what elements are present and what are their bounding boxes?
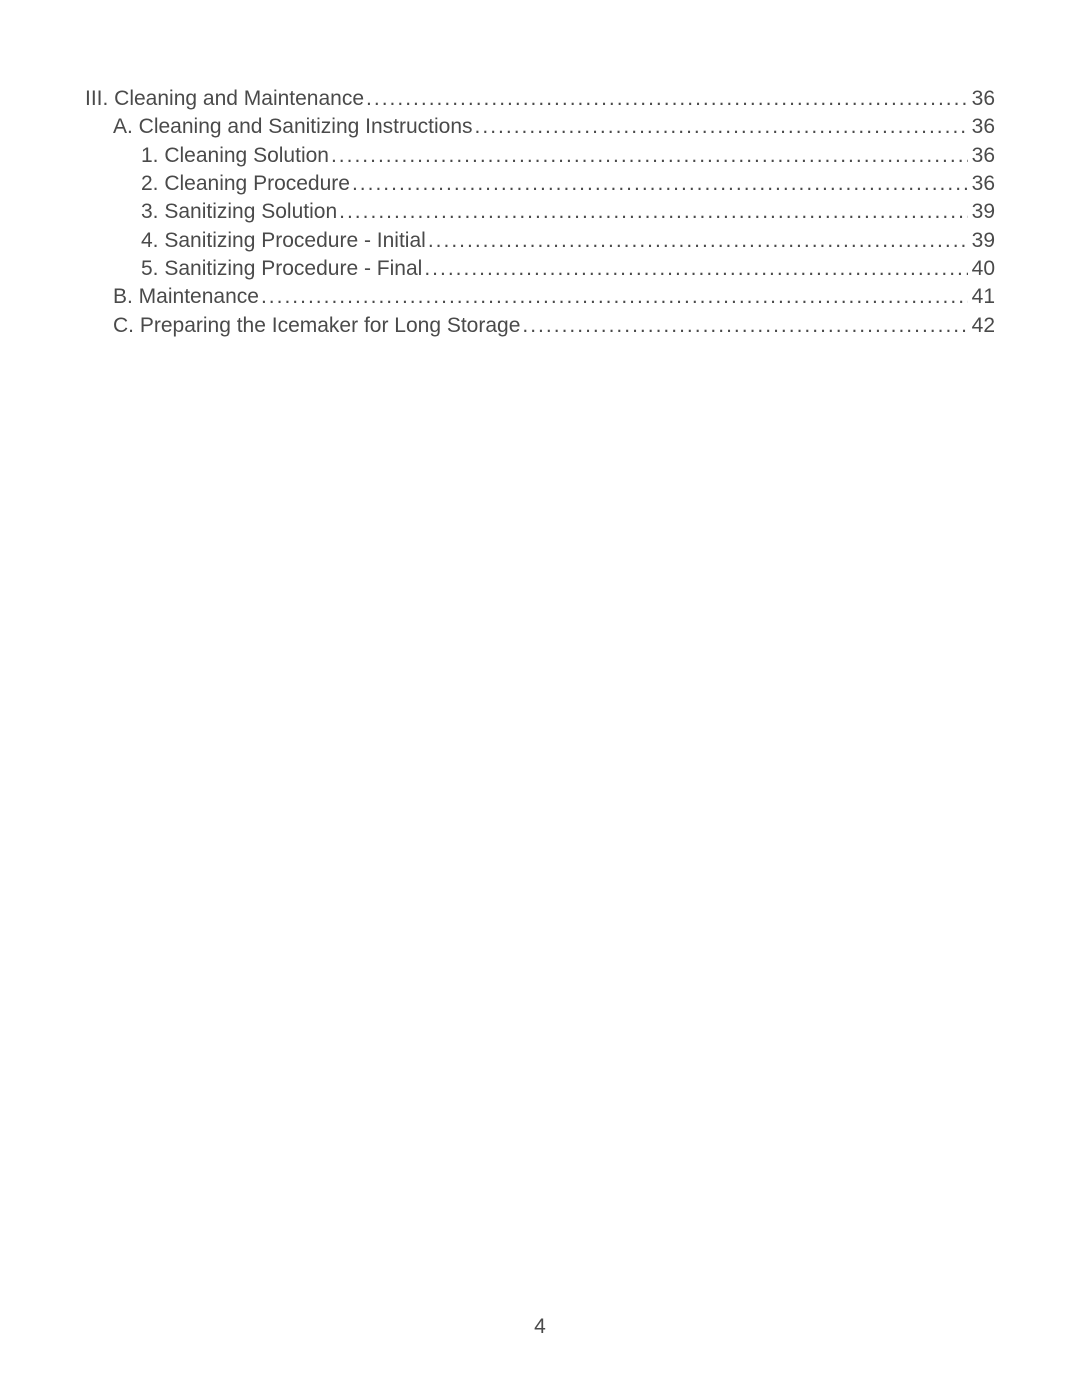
toc-leader-dots — [364, 85, 968, 113]
toc-entry-page: 36 — [968, 170, 995, 198]
toc-entry: 4. Sanitizing Procedure - Initial 39 — [85, 227, 995, 255]
toc-entry-page: 36 — [968, 142, 995, 170]
toc-entry-page: 39 — [968, 198, 995, 226]
toc-entry: C. Preparing the Icemaker for Long Stora… — [85, 312, 995, 340]
toc-entry-title: B. Maintenance — [113, 283, 259, 311]
toc-entry-title: 1. Cleaning Solution — [141, 142, 329, 170]
page-number: 4 — [0, 1315, 1080, 1339]
toc-entry: A. Cleaning and Sanitizing Instructions 3… — [85, 113, 995, 141]
toc-entry-title: 3. Sanitizing Solution — [141, 198, 337, 226]
toc-leader-dots — [350, 170, 968, 198]
toc-entry: 2. Cleaning Procedure 36 — [85, 170, 995, 198]
toc-entry: 5. Sanitizing Procedure - Final 40 — [85, 255, 995, 283]
toc-entry-page: 40 — [968, 255, 995, 283]
toc-leader-dots — [259, 283, 968, 311]
page-content: III. Cleaning and Maintenance36A. Cleani… — [0, 0, 1080, 340]
toc-leader-dots — [520, 312, 967, 340]
toc-entry: 1. Cleaning Solution 36 — [85, 142, 995, 170]
toc-entry-page: 39 — [968, 227, 995, 255]
toc-leader-dots — [422, 255, 967, 283]
toc-entry-page: 42 — [968, 312, 995, 340]
toc-entry-title: 4. Sanitizing Procedure - Initial — [141, 227, 426, 255]
toc-entry: 3. Sanitizing Solution 39 — [85, 198, 995, 226]
toc-entry-title: 5. Sanitizing Procedure - Final — [141, 255, 422, 283]
toc-entry: III. Cleaning and Maintenance 36 — [85, 85, 995, 113]
toc-entry-page: 36 — [968, 113, 995, 141]
toc-entry-title: C. Preparing the Icemaker for Long Stora… — [113, 312, 520, 340]
toc-entry-title: 2. Cleaning Procedure — [141, 170, 350, 198]
toc-entry: B. Maintenance 41 — [85, 283, 995, 311]
table-of-contents: III. Cleaning and Maintenance36A. Cleani… — [85, 85, 995, 340]
toc-entry-title: A. Cleaning and Sanitizing Instructions — [113, 113, 473, 141]
toc-entry-title: III. Cleaning and Maintenance — [85, 85, 364, 113]
toc-entry-page: 41 — [968, 283, 995, 311]
toc-leader-dots — [329, 142, 968, 170]
toc-entry-page: 36 — [968, 85, 995, 113]
toc-leader-dots — [473, 113, 968, 141]
toc-leader-dots — [426, 227, 968, 255]
toc-leader-dots — [337, 198, 968, 226]
